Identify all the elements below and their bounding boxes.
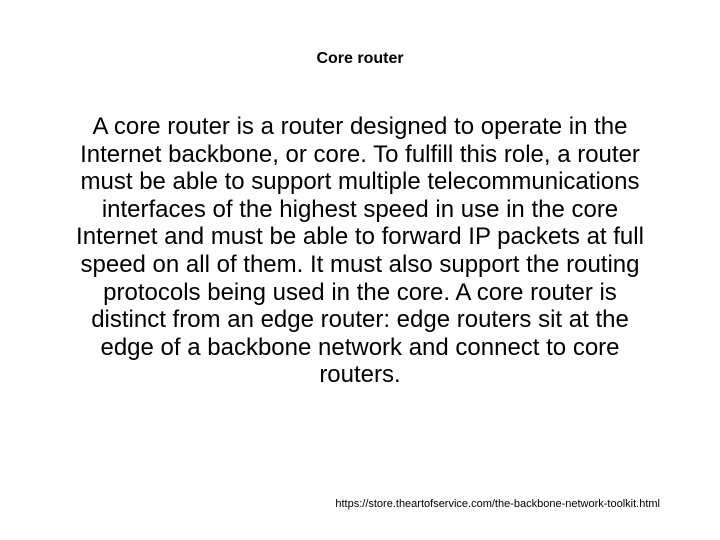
slide-container: Core router A core router is a router de… bbox=[0, 0, 720, 540]
slide-body-text: A core router is a router designed to op… bbox=[60, 113, 660, 389]
footer-url: https://store.theartofservice.com/the-ba… bbox=[335, 498, 660, 510]
slide-title: Core router bbox=[60, 50, 660, 68]
